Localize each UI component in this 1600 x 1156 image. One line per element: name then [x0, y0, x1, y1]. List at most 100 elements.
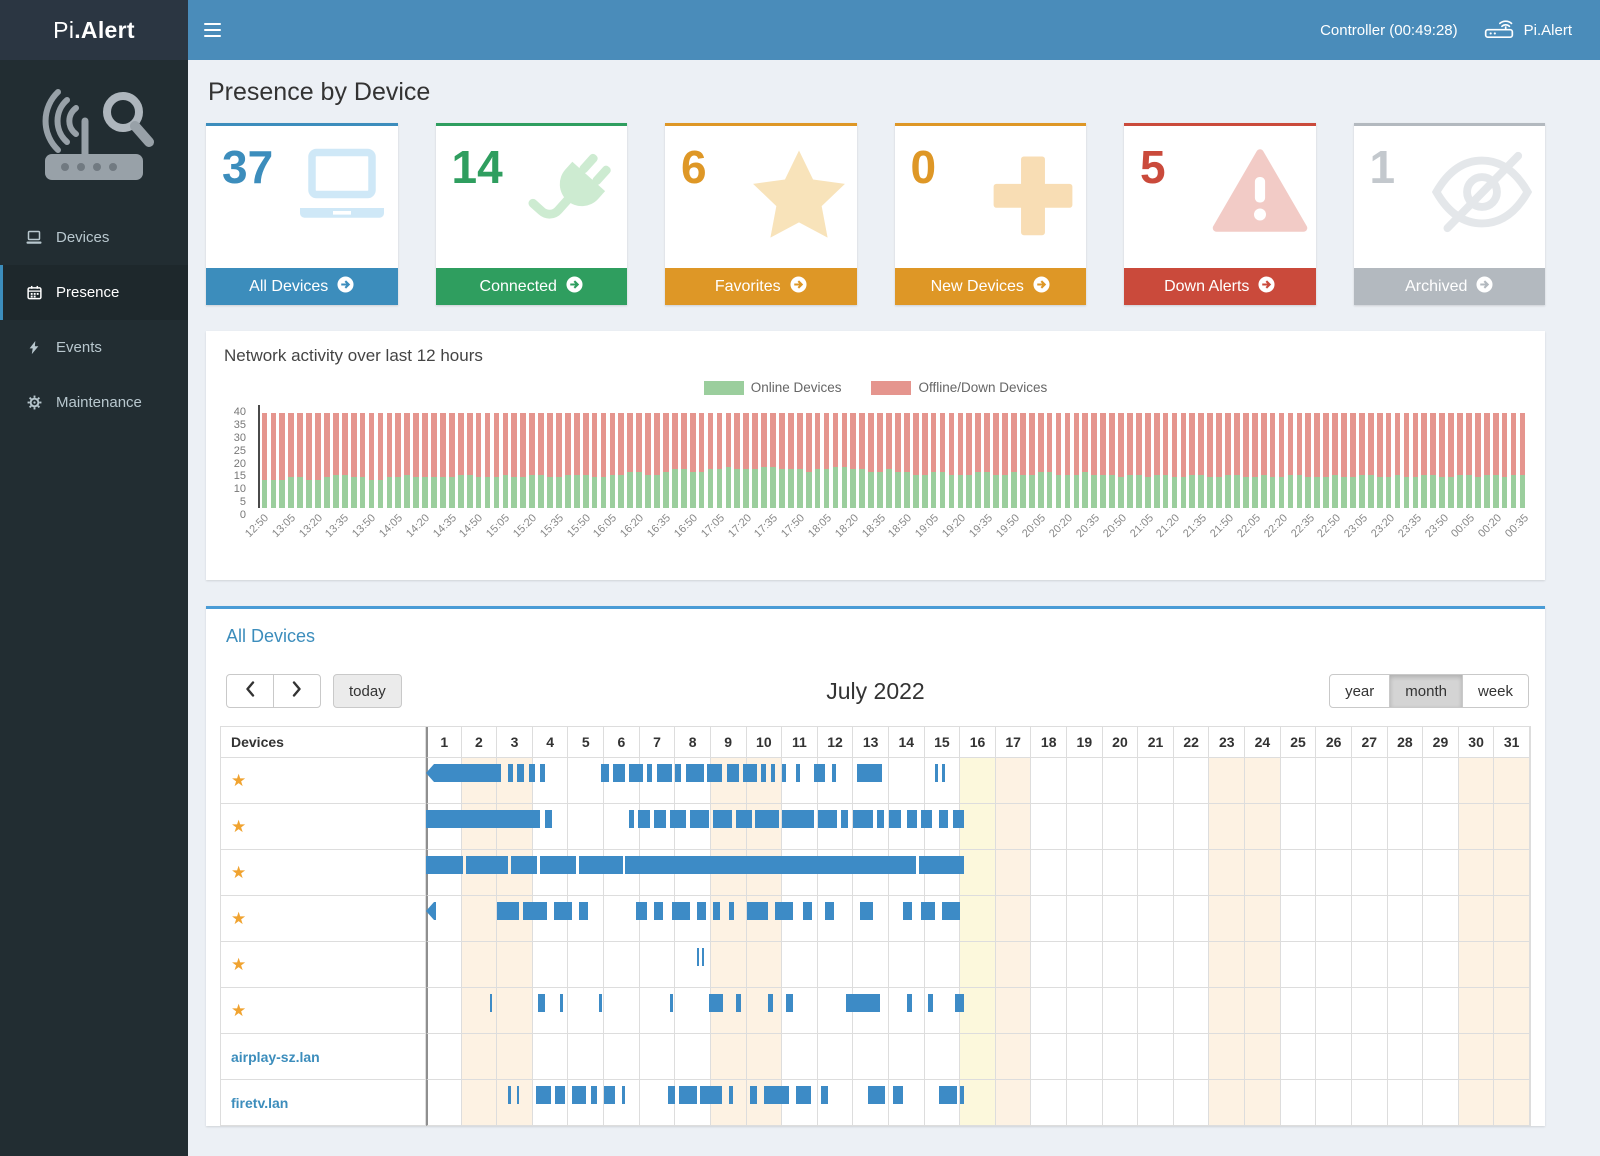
day-cell [1245, 942, 1281, 988]
app-logo[interactable]: Pi .Alert [0, 0, 188, 60]
x-tick-label: 15:35 [537, 512, 566, 540]
day-cell [1031, 758, 1068, 804]
view-month-button[interactable]: month [1389, 674, 1463, 708]
summary-card-down-alerts[interactable]: 5 Down Alerts [1124, 123, 1316, 305]
summary-card-connected[interactable]: 14 Connected [435, 123, 628, 305]
presence-bar [700, 1086, 722, 1104]
controller-link[interactable]: Controller (00:49:28) [1320, 21, 1458, 39]
day-cell [888, 942, 925, 988]
presence-bar [709, 994, 724, 1012]
day-cell [1067, 988, 1103, 1034]
network-activity-panel: Network activity over last 12 hours Onli… [206, 331, 1545, 580]
presence-bar [516, 764, 524, 782]
sidebar-item-events[interactable]: Events [0, 320, 188, 375]
card-footer-link[interactable]: New Devices [894, 268, 1086, 305]
chart-bar [697, 405, 706, 508]
card-body: 6 [665, 126, 857, 268]
x-tick-label: 17:50 [779, 512, 808, 540]
presence-bar [598, 994, 603, 1012]
day-cell [1351, 758, 1388, 804]
bolt-icon [25, 340, 43, 355]
x-tick-label: 16:35 [645, 512, 674, 540]
presence-bar [636, 902, 647, 920]
presence-bar [954, 994, 964, 1012]
day-header-25: 25 [1280, 727, 1317, 758]
day-cell [1245, 850, 1281, 896]
day-cell [1458, 850, 1495, 896]
chart-bar [670, 405, 679, 508]
card-body: 14 [436, 126, 628, 268]
day-cell [1245, 988, 1281, 1034]
x-tick-label: 21:35 [1181, 512, 1210, 540]
day-cell [497, 1034, 533, 1080]
device-name-link[interactable]: airplay-sz.lan [231, 1048, 320, 1065]
day-header-3: 3 [497, 727, 533, 758]
chart-bar [501, 405, 510, 508]
day-cell [604, 1080, 640, 1126]
next-month-button[interactable] [273, 674, 321, 708]
card-footer-link[interactable]: Archived [1353, 268, 1545, 305]
day-cell [1351, 988, 1388, 1034]
logo-text-bold: .Alert [74, 16, 135, 43]
card-footer-link[interactable]: All Devices [206, 268, 398, 305]
presence-bar [572, 1086, 587, 1104]
brand-link[interactable]: Pi.Alert [1484, 17, 1572, 43]
chart-bar [876, 405, 885, 508]
card-body: 37 [206, 126, 398, 268]
card-footer-link[interactable]: Connected [435, 268, 627, 305]
summary-card-all-devices[interactable]: 37 All Devices [206, 123, 398, 305]
day-cell [1494, 1034, 1530, 1080]
presence-bar [465, 856, 508, 874]
day-cell [1280, 988, 1317, 1034]
day-cell [995, 1080, 1032, 1126]
device-cell: ★ [221, 942, 426, 988]
device-cell: ★ [221, 896, 426, 942]
chart-bar [1197, 405, 1206, 508]
presence-bar [653, 902, 663, 920]
y-tick-label: 35 [233, 418, 246, 431]
day-cell [1316, 1034, 1352, 1080]
view-week-button[interactable]: week [1461, 674, 1529, 708]
day-cell [604, 804, 640, 850]
day-cell [461, 1034, 498, 1080]
card-footer-link[interactable]: Favorites [665, 268, 857, 305]
activity-chart: 0 5 10 15 20 25 30 35 40 12:50 13:05 13:20 13:35 13:… [234, 405, 1531, 572]
presence-bar [579, 902, 589, 920]
day-cell [1387, 1080, 1424, 1126]
laptop-icon [25, 230, 43, 245]
x-tick-label: 20:05 [1020, 512, 1049, 540]
x-tick-label: 19:05 [913, 512, 942, 540]
summary-card-new-devices[interactable]: 0 New Devices [894, 123, 1086, 305]
today-button[interactable]: today [333, 674, 402, 708]
sidebar-item-maintenance[interactable]: Maintenance [0, 375, 188, 430]
sidebar-toggle-button[interactable] [188, 0, 236, 60]
day-header-24: 24 [1245, 727, 1281, 758]
favorite-star-icon: ★ [231, 1001, 247, 1020]
arrow-circle-right-icon [1476, 275, 1493, 298]
summary-card-favorites[interactable]: 6 Favorites [665, 123, 857, 305]
card-count: 14 [451, 141, 503, 193]
prev-month-button[interactable] [226, 674, 274, 708]
presence-continues-left-arrow [426, 764, 434, 782]
card-footer-link[interactable]: Down Alerts [1124, 268, 1316, 305]
chart-bar [403, 405, 412, 508]
day-cell [1316, 850, 1352, 896]
chart-bar [1027, 405, 1036, 508]
presence-bar [579, 856, 623, 874]
sidebar-item-presence[interactable]: Presence [0, 265, 188, 320]
day-cell [532, 804, 569, 850]
device-row: ★ [221, 758, 1530, 804]
presence-calendar-panel: All Devices July 2022 today year mo [206, 606, 1545, 1126]
device-name-link[interactable]: firetv.lan [231, 1094, 289, 1111]
chart-bar [287, 405, 296, 508]
x-tick-label: 20:20 [1047, 512, 1076, 540]
view-year-button[interactable]: year [1329, 674, 1391, 708]
chart-bar [331, 405, 340, 508]
chart-bar [1438, 405, 1447, 508]
sidebar-item-devices[interactable]: Devices [0, 210, 188, 265]
summary-card-archived[interactable]: 1 Archived [1353, 123, 1545, 305]
chart-bar [858, 405, 867, 508]
chart-bar [1286, 405, 1295, 508]
day-cell [1245, 1080, 1281, 1126]
day-cell [817, 896, 854, 942]
